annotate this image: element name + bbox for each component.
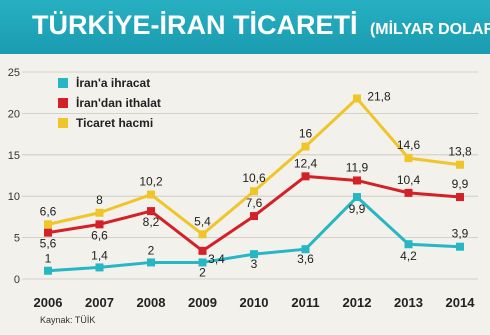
source-note: Kaynak: TÜİK <box>40 315 96 325</box>
data-label-s0-2012: 9,9 <box>349 202 366 216</box>
data-label-s0-2008: 2 <box>148 243 155 257</box>
data-point-s2-2012 <box>353 94 361 103</box>
data-point-s1-2013 <box>404 188 413 197</box>
data-label-s1-2014: 9,9 <box>452 177 469 191</box>
data-point-s2-2010 <box>250 187 258 196</box>
data-point-s0-2014 <box>456 242 464 251</box>
line-chart: 0 5 10 15 20 25 2006 2007 2008 2009 2010 2011 2012 20… <box>8 67 478 310</box>
data-point-s1-2010 <box>250 212 258 221</box>
legend-swatch-0 <box>58 78 68 88</box>
chart-title: TÜRKİYE-İRAN TİCARETİ <box>32 10 358 40</box>
data-point-s1-2006 <box>44 228 52 237</box>
data-label-s1-2013: 10,4 <box>397 173 421 187</box>
data-label-s2-2010: 10,6 <box>242 171 266 185</box>
data-label-s1-2007: 6,6 <box>91 228 108 242</box>
data-point-s0-2008 <box>147 258 155 267</box>
data-point-s2-2007 <box>95 208 104 217</box>
data-point-s0-2006 <box>44 266 52 275</box>
data-label-s2-2012: 21,8 <box>367 89 391 103</box>
data-label-s1-2009: 3,4 <box>208 252 225 266</box>
data-label-s1-2006: 5,6 <box>40 237 57 251</box>
data-point-s0-2007 <box>95 263 104 272</box>
x-tick-label-2014: 2014 <box>446 295 476 310</box>
data-label-s2-2013: 14,6 <box>397 138 421 152</box>
y-tick-label-10: 10 <box>8 191 20 203</box>
data-label-s2-2008: 10,2 <box>139 175 163 189</box>
data-point-s2-2011 <box>301 142 310 151</box>
x-tick-label-2011: 2011 <box>291 295 319 310</box>
data-label-s1-2012: 11,9 <box>346 160 369 174</box>
data-label-s1-2008: 8,2 <box>143 215 160 229</box>
x-tick-label-2008: 2008 <box>137 295 166 310</box>
data-point-s1-2008 <box>147 207 155 216</box>
y-tick-label-0: 0 <box>14 274 20 286</box>
x-tick-label-2007: 2007 <box>85 295 114 310</box>
y-tick-label-20: 20 <box>8 108 20 120</box>
data-point-s2-2009 <box>198 230 207 239</box>
legend-label-2: Ticaret hacmi <box>76 116 153 130</box>
y-tick-label-15: 15 <box>8 150 20 162</box>
data-label-s0-2011: 3,6 <box>297 252 314 266</box>
data-label-s0-2006: 1 <box>45 252 52 266</box>
data-point-s1-2011 <box>301 172 310 181</box>
data-point-s1-2009 <box>198 246 207 255</box>
data-label-s2-2007: 8 <box>96 193 103 207</box>
title-row: TÜRKİYE-İRAN TİCARETİ (MİLYAR DOLAR) <box>32 10 490 41</box>
data-label-s0-2010: 3 <box>251 257 258 271</box>
data-label-s1-2011: 12,4 <box>294 156 318 170</box>
data-point-s0-2009 <box>198 258 207 267</box>
data-label-s2-2011: 16 <box>299 127 313 141</box>
data-point-s0-2010 <box>250 250 258 259</box>
y-tick-label-5: 5 <box>14 233 20 245</box>
legend-label-0: İran'a ihracat <box>76 75 150 90</box>
x-tick-label-2010: 2010 <box>240 295 269 310</box>
data-point-s1-2014 <box>456 193 464 202</box>
x-tick-label-2013: 2013 <box>394 295 423 310</box>
data-point-s2-2013 <box>404 154 413 163</box>
y-tick-label-25: 25 <box>8 67 20 79</box>
x-tick-label-2006: 2006 <box>34 295 63 310</box>
data-label-s0-2007: 1,4 <box>91 248 108 262</box>
data-label-s2-2006: 6,6 <box>40 204 57 218</box>
data-point-s2-2014 <box>456 160 464 169</box>
data-point-s2-2008 <box>147 190 155 199</box>
x-tick-label-2012: 2012 <box>343 295 372 310</box>
legend-label-1: İran'dan ithalat <box>76 95 161 110</box>
data-label-s0-2014: 3,9 <box>452 227 469 241</box>
x-tick-label-2009: 2009 <box>188 295 217 310</box>
data-label-s1-2010: 7,6 <box>246 196 263 210</box>
title-banner: TÜRKİYE-İRAN TİCARETİ (MİLYAR DOLAR) <box>0 0 490 54</box>
plot-background: 0 5 10 15 20 25 2006 2007 2008 2009 2010 2011 2012 20… <box>0 54 490 335</box>
data-point-s0-2012 <box>353 193 361 202</box>
data-label-s2-2014: 13,8 <box>448 145 472 159</box>
legend-swatch-1 <box>58 98 68 108</box>
data-label-s0-2013: 4,2 <box>400 249 417 263</box>
data-point-s2-2006 <box>44 220 52 229</box>
data-point-s0-2011 <box>301 245 310 254</box>
data-label-s2-2009: 5,4 <box>194 214 211 228</box>
legend-swatch-2 <box>58 118 68 128</box>
data-point-s1-2007 <box>95 220 104 229</box>
data-point-s0-2013 <box>404 240 413 249</box>
data-label-s0-2009: 2 <box>199 265 206 279</box>
data-point-s1-2012 <box>353 176 361 185</box>
chart-subtitle: (MİLYAR DOLAR) <box>369 21 490 38</box>
